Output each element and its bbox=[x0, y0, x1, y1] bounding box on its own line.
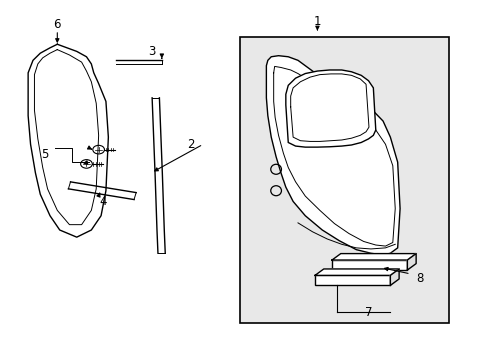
Text: 2: 2 bbox=[187, 138, 194, 151]
Polygon shape bbox=[407, 253, 415, 270]
Text: 7: 7 bbox=[364, 306, 371, 319]
Text: 6: 6 bbox=[54, 18, 61, 31]
Text: 8: 8 bbox=[415, 272, 422, 285]
Polygon shape bbox=[314, 269, 398, 275]
Polygon shape bbox=[331, 253, 415, 260]
Text: 4: 4 bbox=[100, 195, 107, 208]
Text: 3: 3 bbox=[148, 45, 156, 58]
Bar bbox=[239, 37, 448, 323]
Polygon shape bbox=[285, 70, 375, 147]
Polygon shape bbox=[314, 275, 389, 285]
Bar bbox=[239, 37, 448, 323]
Polygon shape bbox=[331, 260, 407, 270]
Text: 5: 5 bbox=[41, 148, 49, 162]
Polygon shape bbox=[389, 269, 398, 285]
Text: 1: 1 bbox=[313, 14, 321, 27]
Polygon shape bbox=[266, 56, 399, 255]
